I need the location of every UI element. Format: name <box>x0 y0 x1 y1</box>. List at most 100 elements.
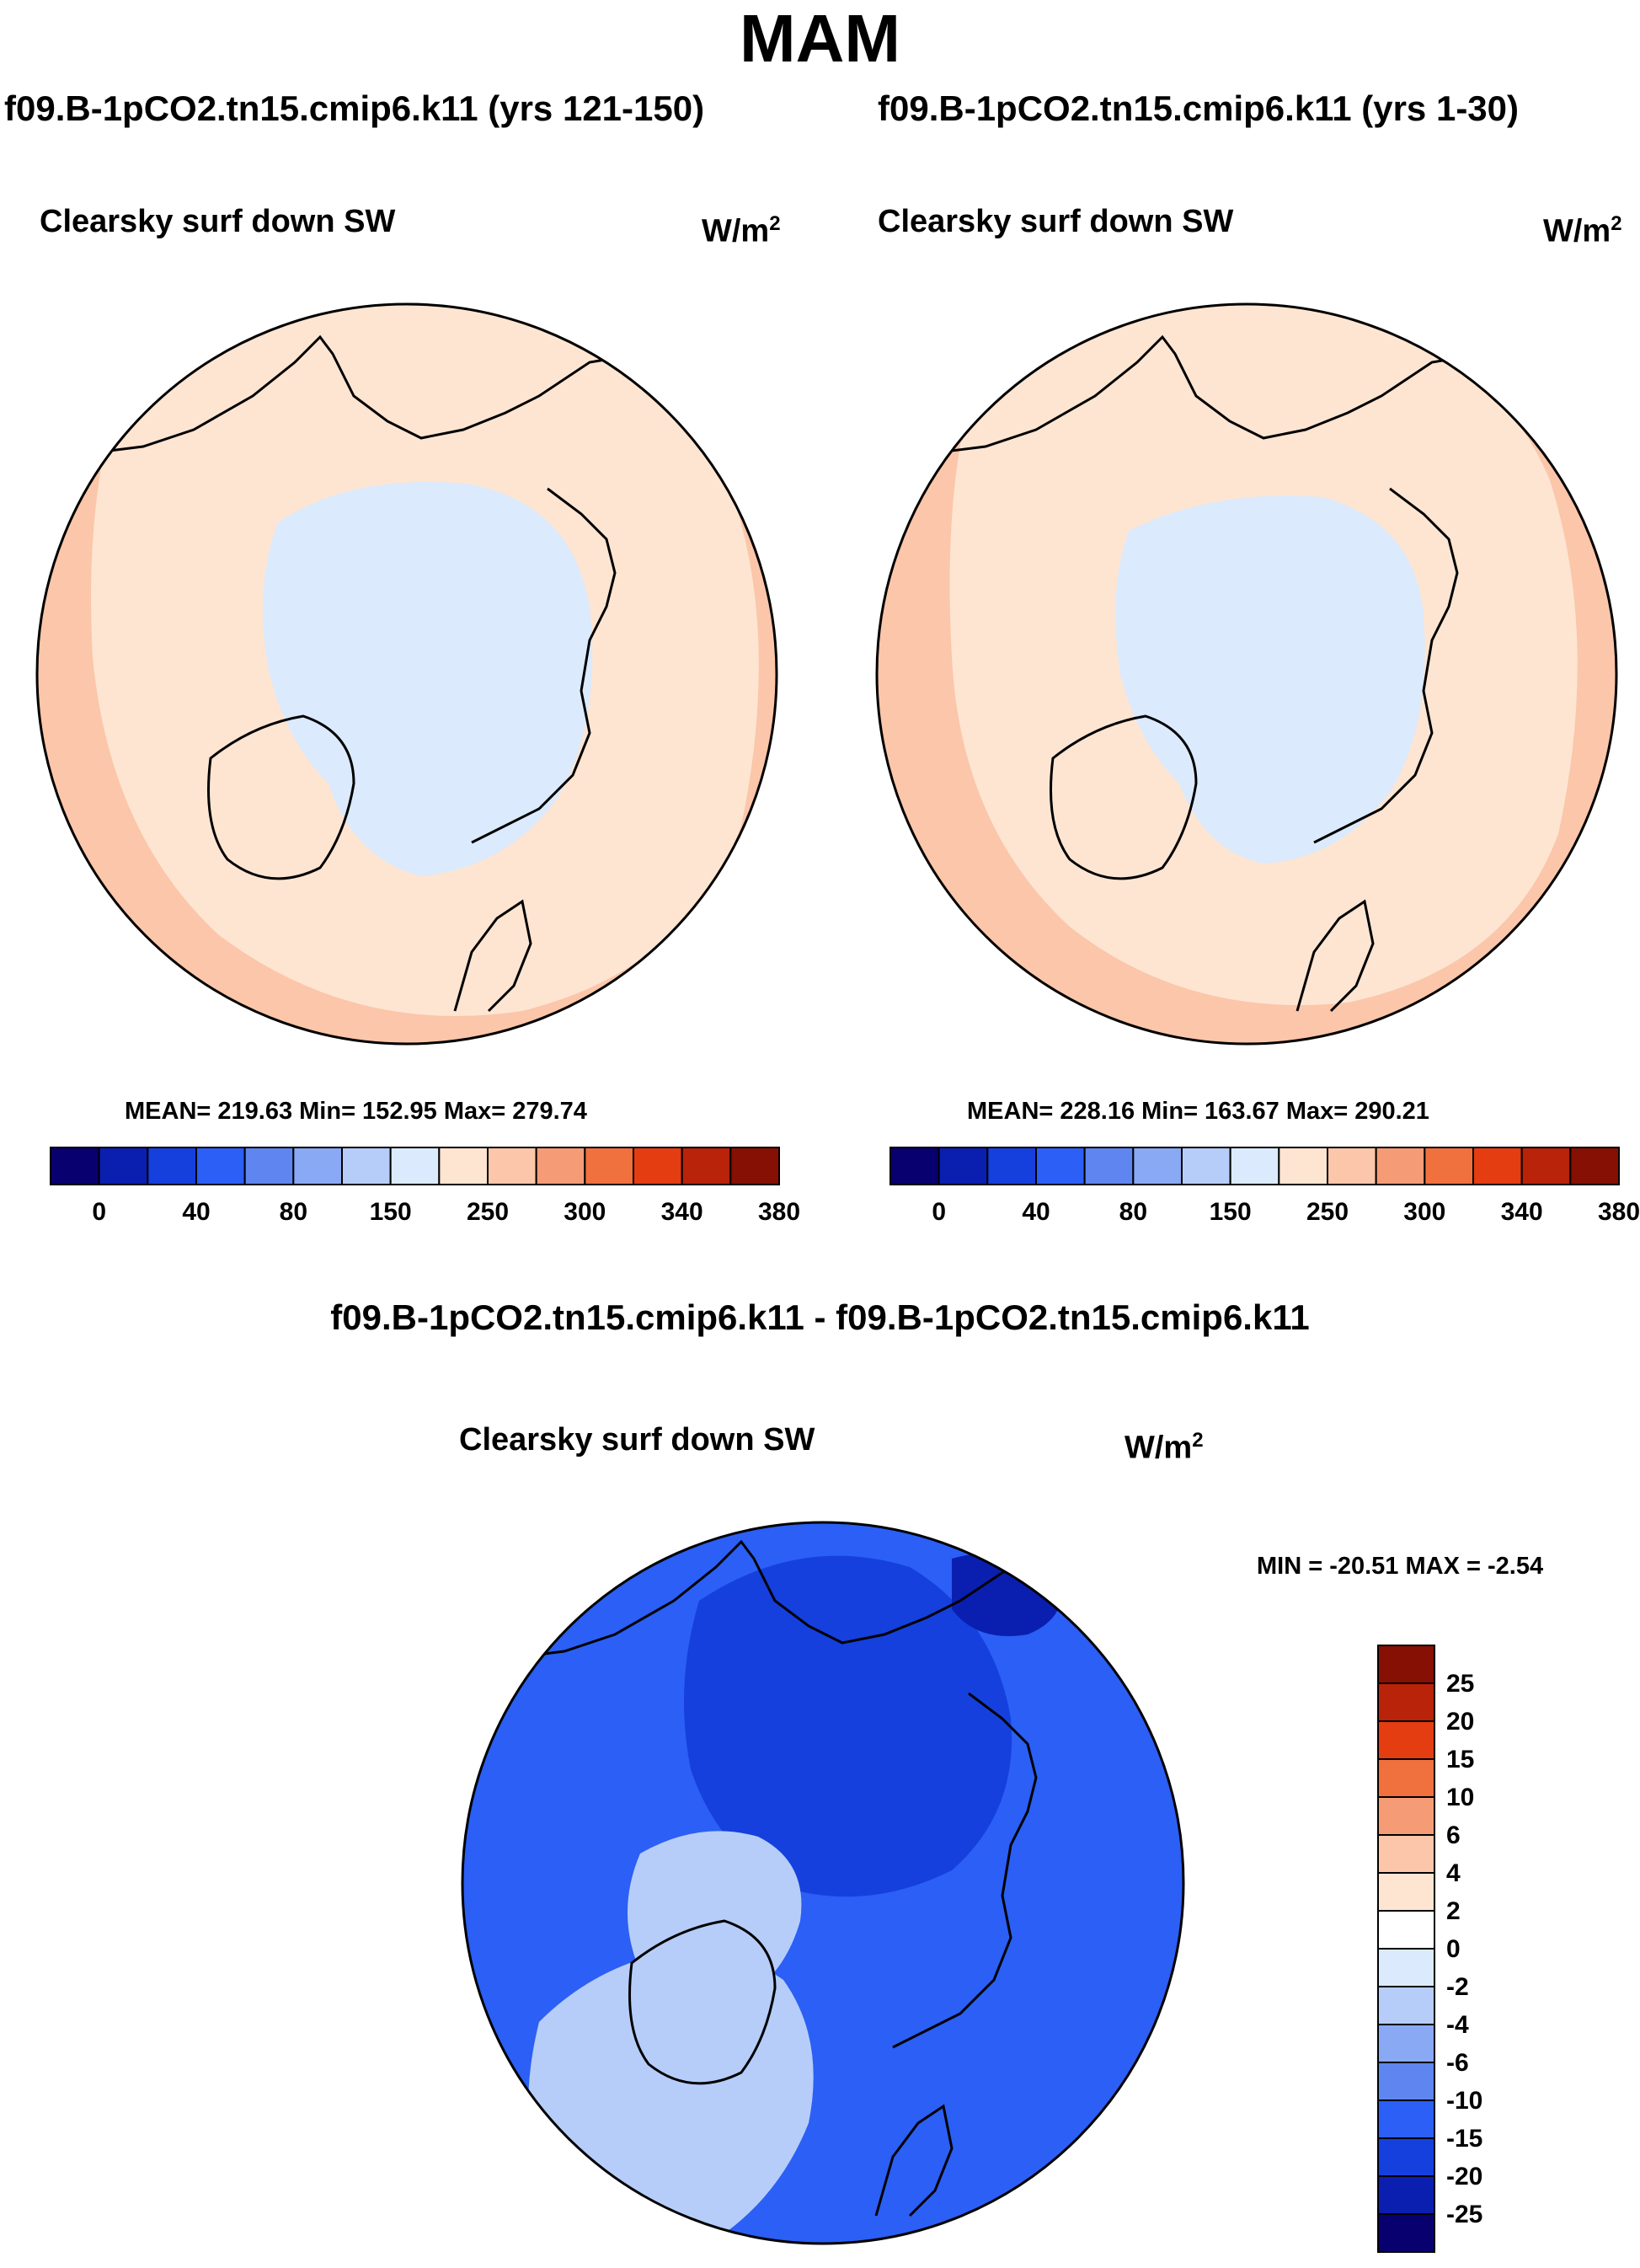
cbar3-swatch-2 <box>1377 1720 1435 1760</box>
map1-coastline-greenland <box>207 714 355 880</box>
map-panel-1 <box>35 302 778 1046</box>
cbar3-tick-label: 15 <box>1446 1746 1474 1773</box>
cbar2-swatch-11 <box>1424 1147 1475 1185</box>
cbar1-swatch-7 <box>389 1147 441 1185</box>
cbar3-tick-label: -20 <box>1446 2163 1482 2190</box>
cbar3-tick-label: 4 <box>1446 1859 1461 1887</box>
colorbar-panel-1: 0 40 80 150 250 300 340 380 <box>50 1147 800 1226</box>
cbar2-tick-label: 300 <box>1403 1198 1445 1226</box>
colorbar-panel-2: 0 40 80 150 250 300 340 380 <box>889 1147 1640 1226</box>
cbar3-swatch-6 <box>1377 1872 1435 1912</box>
map-panel-3 <box>461 1521 1185 2245</box>
panel-2-stats: MEAN= 228.16 Min= 163.67 Max= 290.21 <box>967 1098 1429 1125</box>
cbar3-swatch-12 <box>1377 2100 1435 2139</box>
cbar3-tick-label: 20 <box>1446 1708 1474 1736</box>
cbar3-swatch-15 <box>1377 2213 1435 2253</box>
cbar2-swatch-2 <box>986 1147 1038 1185</box>
figure-title: MAM <box>739 1 901 76</box>
cbar1-swatch-2 <box>147 1147 197 1185</box>
map2-coastline-eurasia <box>1313 487 1459 844</box>
cbar3-tick-label: 10 <box>1446 1784 1474 1811</box>
cbar2-tick-label: 340 <box>1501 1198 1543 1226</box>
map2-coastline-scandinavia <box>1295 899 1375 1013</box>
panel-2-units: W/m2 <box>1543 212 1622 249</box>
cbar2-swatch-9 <box>1327 1147 1377 1185</box>
cbar3-tick-label: 6 <box>1446 1821 1461 1849</box>
panel-2-variable: Clearsky surf down SW <box>878 204 1234 239</box>
cbar1-swatch-4 <box>243 1147 295 1185</box>
cbar2-swatch-1 <box>938 1147 989 1185</box>
cbar3-swatch-5 <box>1377 1834 1435 1874</box>
cbar3-swatch-8 <box>1377 1948 1435 1987</box>
cbar1-swatch-0 <box>50 1147 100 1185</box>
map2-coastline-north-america <box>917 334 1483 457</box>
cbar1-swatch-13 <box>681 1147 732 1185</box>
cbar1-tick-label: 80 <box>280 1198 307 1226</box>
map3-border <box>461 1521 1185 2245</box>
map2-arctic-region <box>1115 495 1425 864</box>
cbar1-tick-label: 380 <box>758 1198 800 1226</box>
cbar3-tick-label: -15 <box>1446 2125 1482 2153</box>
cbar1-tick-label: 0 <box>92 1198 106 1226</box>
map1-coastline-eurasia <box>471 487 617 844</box>
cbar1-swatch-3 <box>195 1147 246 1185</box>
cbar2-tick-label: 0 <box>932 1198 946 1226</box>
cbar2-tick-label: 380 <box>1598 1198 1640 1226</box>
map3-coastline-eurasia <box>892 1692 1038 2049</box>
cbar3-tick-label: -4 <box>1446 2011 1469 2039</box>
map1-coastline-north-america <box>75 334 641 457</box>
panel-3-title: f09.B-1pCO2.tn15.cmip6.k11 - f09.B-1pCO2… <box>330 1297 1310 1337</box>
panel-1-stats: MEAN= 219.63 Min= 152.95 Max= 279.74 <box>125 1098 587 1125</box>
map3-coastline-north-america <box>496 1539 1062 1661</box>
cbar2-swatch-14 <box>1569 1147 1621 1185</box>
cbar3-swatch-1 <box>1377 1682 1435 1722</box>
cbar3-swatch-13 <box>1377 2137 1435 2177</box>
cbar1-tick-label: 250 <box>467 1198 509 1226</box>
cbar2-swatch-13 <box>1520 1147 1572 1185</box>
panel-3-variable: Clearsky surf down SW <box>459 1422 815 1458</box>
cbar2-swatch-0 <box>889 1147 940 1185</box>
panel-3-units: W/m2 <box>1124 1429 1204 1466</box>
cbar3-tick-label: -25 <box>1446 2201 1482 2228</box>
map2-coastline-greenland <box>1050 714 1198 880</box>
map3-deep-arctic-region <box>684 1555 1012 1897</box>
cbar3-swatch-14 <box>1377 2175 1435 2215</box>
map1-coastline-scandinavia <box>453 899 532 1013</box>
cbar3-swatch-4 <box>1377 1796 1435 1836</box>
cbar1-swatch-9 <box>487 1147 537 1185</box>
map1-arctic-region <box>263 482 593 876</box>
cbar1-swatch-8 <box>438 1147 489 1185</box>
panel-2-title: f09.B-1pCO2.tn15.cmip6.k11 (yrs 1-30) <box>878 88 1520 128</box>
cbar3-swatch-10 <box>1377 2024 1435 2063</box>
cbar1-tick-label: 150 <box>370 1198 412 1226</box>
cbar3-swatch-11 <box>1377 2062 1435 2101</box>
cbar1-swatch-10 <box>535 1147 586 1185</box>
map-panel-2 <box>875 302 1618 1046</box>
cbar2-swatch-3 <box>1035 1147 1086 1185</box>
cbar2-swatch-12 <box>1472 1147 1523 1185</box>
map3-greenland-region <box>628 1831 802 2007</box>
cbar1-swatch-11 <box>584 1147 634 1185</box>
cbar2-swatch-5 <box>1132 1147 1183 1185</box>
cbar3-tick-label: -2 <box>1446 1973 1469 2001</box>
cbar2-tick-label: 80 <box>1119 1198 1147 1226</box>
cbar3-tick-label: -10 <box>1446 2087 1482 2115</box>
cbar3-swatch-3 <box>1377 1758 1435 1798</box>
cbar2-swatch-8 <box>1278 1147 1329 1185</box>
cbar3-swatch-9 <box>1377 1986 1435 2025</box>
cbar3-tick-label: -6 <box>1446 2049 1469 2077</box>
cbar1-swatch-14 <box>729 1147 780 1185</box>
map1-border <box>35 302 778 1046</box>
cbar2-tick-label: 40 <box>1022 1198 1050 1226</box>
cbar1-tick-label: 40 <box>182 1198 210 1226</box>
cbar3-tick-label: 2 <box>1446 1897 1461 1925</box>
cbar1-swatch-6 <box>341 1147 392 1185</box>
cbar2-swatch-7 <box>1229 1147 1280 1185</box>
cbar1-tick-label: 300 <box>564 1198 606 1226</box>
cbar1-swatch-5 <box>292 1147 344 1185</box>
map2-border <box>875 302 1618 1046</box>
cbar3-swatch-0 <box>1377 1645 1435 1684</box>
map3-coastline-greenland <box>628 1919 777 2085</box>
cbar2-swatch-6 <box>1181 1147 1231 1185</box>
